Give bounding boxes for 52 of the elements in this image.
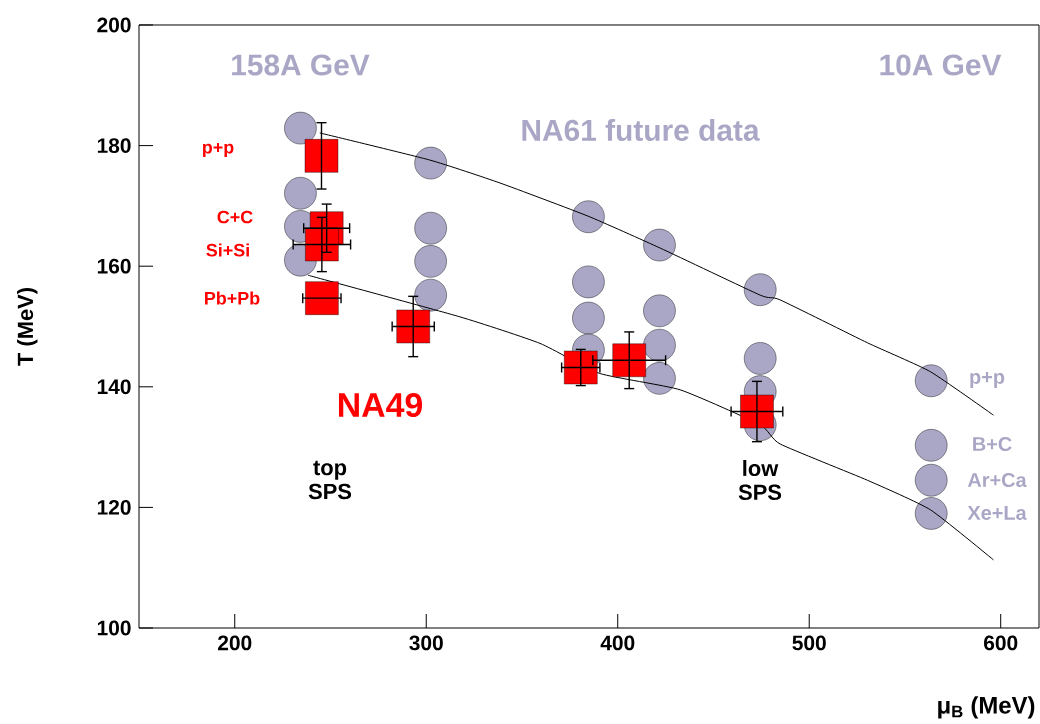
x-tick-label: 300 <box>409 635 443 651</box>
annotation: B+C <box>973 436 1012 452</box>
annotation: C+C <box>217 210 253 224</box>
y-tick-label: 180 <box>97 138 131 153</box>
annotation: p+p <box>970 372 1005 388</box>
point <box>612 343 646 377</box>
point <box>305 281 339 315</box>
point <box>915 464 948 497</box>
point <box>414 212 447 245</box>
annotation: NA61 future data <box>522 119 760 141</box>
annotation: Si+Si <box>206 243 249 257</box>
x-tick-label: 200 <box>218 635 252 651</box>
x-tick-label: 500 <box>792 635 826 651</box>
point <box>564 350 598 385</box>
y-tick-label: 140 <box>97 379 131 395</box>
y-tick-label: 100 <box>97 620 131 636</box>
point <box>284 111 317 145</box>
y-tick-label: 160 <box>97 258 131 274</box>
point <box>572 265 605 299</box>
point <box>284 177 317 210</box>
annotation: Pb+Pb <box>205 291 260 305</box>
point <box>643 328 676 362</box>
x-tick-label: 600 <box>984 635 1018 651</box>
y-axis-title: T (MeV) <box>17 288 38 366</box>
annotation: 10A GeV <box>880 54 1002 76</box>
point <box>744 273 777 306</box>
annotation: low SPS <box>738 459 782 501</box>
point <box>915 429 948 462</box>
point <box>740 394 774 429</box>
x-tick-label: 400 <box>600 635 635 651</box>
point <box>304 139 339 173</box>
annotation: p+p <box>203 142 234 158</box>
point <box>396 309 430 344</box>
point <box>643 362 676 395</box>
point <box>572 301 605 335</box>
point <box>414 278 447 312</box>
annotation: top SPS <box>308 460 352 500</box>
y-tick-label: 120 <box>97 499 131 515</box>
point <box>744 342 777 375</box>
point <box>414 245 447 278</box>
x-axis-title: μ$_{B}$ (MeV) <box>938 696 1035 719</box>
annotation: Xe+La <box>967 506 1027 520</box>
annotation: Ar+Ca <box>967 472 1027 488</box>
annotation: 158A GeV <box>232 54 370 76</box>
point <box>643 294 676 328</box>
point <box>915 364 948 397</box>
point <box>915 497 948 530</box>
annotation: NA49 <box>338 393 423 417</box>
point <box>572 200 605 233</box>
point <box>643 228 676 262</box>
point <box>414 146 447 180</box>
y-tick-label: 200 <box>97 17 131 33</box>
